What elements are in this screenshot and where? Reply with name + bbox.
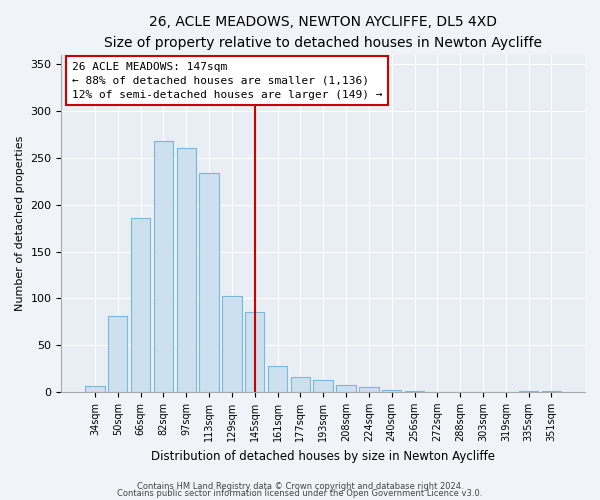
Bar <box>290 377 310 392</box>
Bar <box>382 390 401 392</box>
X-axis label: Distribution of detached houses by size in Newton Aycliffe: Distribution of detached houses by size … <box>151 450 495 462</box>
Text: Contains public sector information licensed under the Open Government Licence v3: Contains public sector information licen… <box>118 490 482 498</box>
Y-axis label: Number of detached properties: Number of detached properties <box>15 136 25 311</box>
Bar <box>85 386 104 392</box>
Bar <box>222 296 242 392</box>
Bar <box>268 366 287 392</box>
Bar <box>337 386 356 392</box>
Title: 26, ACLE MEADOWS, NEWTON AYCLIFFE, DL5 4XD
Size of property relative to detached: 26, ACLE MEADOWS, NEWTON AYCLIFFE, DL5 4… <box>104 15 542 50</box>
Bar <box>199 173 219 392</box>
Bar <box>313 380 333 392</box>
Bar <box>108 316 127 392</box>
Bar <box>405 391 424 392</box>
Bar <box>131 218 150 392</box>
Text: 26 ACLE MEADOWS: 147sqm
← 88% of detached houses are smaller (1,136)
12% of semi: 26 ACLE MEADOWS: 147sqm ← 88% of detache… <box>72 62 382 100</box>
Bar <box>519 391 538 392</box>
Bar <box>245 312 265 392</box>
Bar <box>359 388 379 392</box>
Bar <box>154 141 173 392</box>
Bar <box>176 148 196 392</box>
Text: Contains HM Land Registry data © Crown copyright and database right 2024.: Contains HM Land Registry data © Crown c… <box>137 482 463 491</box>
Bar <box>542 391 561 392</box>
